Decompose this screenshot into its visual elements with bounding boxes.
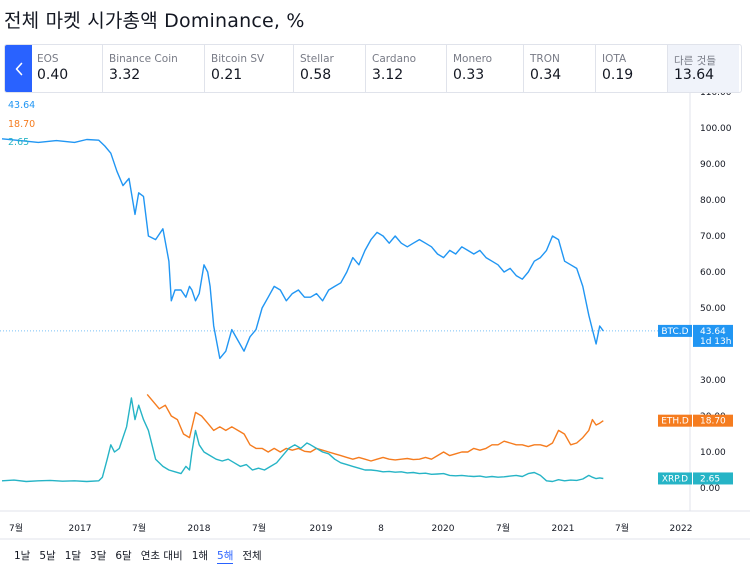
ticker-value: 0.40 [37, 67, 69, 83]
x-tick-label: 8 [378, 524, 384, 534]
series-last-value: 2.65 [700, 474, 720, 484]
x-tick-label: 7월 [496, 522, 510, 534]
series-line-btc-d [1, 138, 604, 360]
chevron-left-icon [15, 62, 22, 75]
x-tick-label: 2021 [552, 524, 575, 534]
x-tick-label: 2017 [69, 524, 92, 534]
ticker-value: 0.33 [453, 67, 485, 83]
ticker-tron[interactable]: TRON 0.34 [523, 45, 595, 92]
ticker-value: 3.32 [109, 67, 141, 83]
ticker-value: 0.34 [530, 67, 562, 83]
y-tick-label: 60.00 [700, 268, 726, 278]
x-tick-label: 2022 [670, 524, 693, 534]
y-tick-label: 90.00 [700, 160, 726, 170]
ticker-stellar[interactable]: Stellar 0.58 [293, 45, 365, 92]
series-value-box [693, 324, 733, 347]
price-tag-eth-d: ETH.D 18.70 [658, 414, 733, 427]
ticker-name: 다른 것들 [674, 55, 716, 67]
ticker-name: Cardano [372, 53, 417, 65]
series-value-box [693, 414, 733, 427]
ticker-name: IOTA [602, 53, 627, 65]
range-3[interactable]: 1달 [64, 550, 82, 562]
x-tick-label: 7월 [9, 522, 23, 534]
x-tick-label: 7월 [252, 522, 266, 534]
y-tick-label: 110.00 [700, 93, 732, 98]
range-4[interactable]: 3달 [90, 550, 107, 562]
range-6[interactable]: 연초 대비 [140, 550, 183, 562]
series-line-xrp-d [1, 397, 604, 483]
series-name: XRP.D [662, 474, 688, 484]
ticker-iota[interactable]: IOTA 0.19 [595, 45, 667, 92]
range-1[interactable]: 1날 [14, 550, 31, 562]
ticker-eos[interactable]: EOS 0.40 [31, 45, 102, 92]
x-tick-label: 7월 [132, 522, 146, 534]
series-name-box [658, 414, 692, 427]
y-tick-label: 10.00 [700, 448, 726, 458]
ticker-binance-coin[interactable]: Binance Coin 3.32 [102, 45, 204, 92]
scroll-left-button[interactable] [5, 45, 32, 92]
ticker-name: TRON [530, 53, 560, 65]
x-tick-label: 2019 [310, 524, 333, 534]
y-tick-label: 30.00 [700, 376, 726, 386]
y-tick-label: 70.00 [700, 232, 726, 242]
series-last-value: 18.70 [700, 417, 726, 427]
legend-value: 2.65 [8, 137, 29, 148]
range-7[interactable]: 1해 [191, 550, 209, 562]
legend-value: 18.70 [8, 119, 35, 130]
range-9[interactable]: 전체 [242, 550, 262, 562]
ticker-value: 3.12 [372, 67, 404, 83]
series-name: ETH.D [661, 417, 689, 427]
series-name-box [658, 324, 692, 337]
range-2[interactable]: 5날 [39, 550, 56, 562]
series-value-box [693, 472, 733, 485]
price-tag-xrp-d: XRP.D 2.65 [658, 472, 733, 485]
ticker-strip: EOS 0.40 Binance Coin 3.32 Bitcoin SV 0.21 Ste… [4, 44, 742, 93]
y-tick-label: 100.00 [700, 124, 732, 134]
series-countdown: 1d 13h [700, 337, 731, 347]
ticker-value: 0.19 [602, 67, 634, 83]
ticker-monero[interactable]: Monero 0.33 [446, 45, 523, 92]
page-title: 전체 마켓 시가총액 Dominance, % [4, 10, 305, 32]
ticker-다른-것들[interactable]: 다른 것들 13.64 [667, 45, 739, 92]
ticker-value: 13.64 [674, 67, 715, 83]
y-tick-label: 80.00 [700, 196, 726, 206]
series-line-eth-d [146, 393, 604, 462]
x-tick-label: 2020 [432, 524, 455, 534]
ticker-name: Binance Coin [109, 53, 178, 65]
series-name-box [658, 472, 692, 485]
ticker-name: Bitcoin SV [211, 53, 265, 65]
ticker-cardano[interactable]: Cardano 3.12 [365, 45, 446, 92]
dominance-chart: 110.00100.0090.0080.0070.0060.0050.0030.… [0, 93, 750, 540]
ticker-bitcoin-sv[interactable]: Bitcoin SV 0.21 [204, 45, 293, 92]
legend-value: 43.64 [8, 100, 35, 111]
time-range-selector: 1날 5날 1달 3달 6달 연초 대비 1해 5해 전체 [14, 548, 271, 564]
series-name: BTC.D [661, 327, 688, 337]
y-tick-label: 0.00 [700, 484, 720, 494]
y-tick-label: 50.00 [700, 304, 726, 314]
range-5[interactable]: 6달 [115, 550, 132, 562]
ticker-name: Stellar [300, 53, 334, 65]
ticker-name: Monero [453, 53, 493, 65]
range-8[interactable]: 5해 [217, 550, 234, 564]
series-last-value: 43.64 [700, 327, 726, 337]
ticker-value: 0.58 [300, 67, 332, 83]
x-tick-label: 7월 [615, 522, 629, 534]
x-tick-label: 2018 [188, 524, 211, 534]
ticker-name: EOS [37, 53, 59, 65]
ticker-value: 0.21 [211, 67, 243, 83]
